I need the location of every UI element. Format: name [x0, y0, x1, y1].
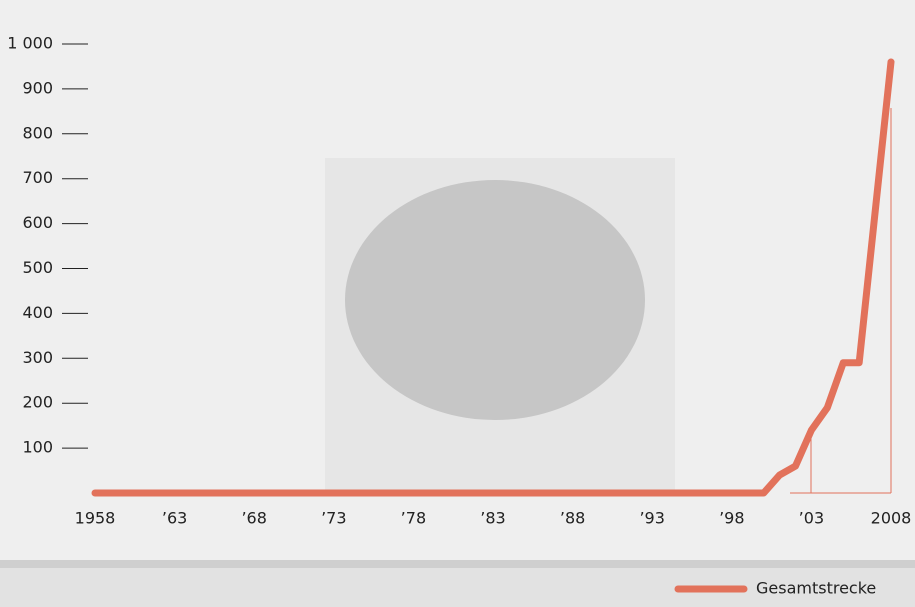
legend-label: Gesamtstrecke [756, 579, 876, 598]
x-tick-label: ’88 [560, 509, 585, 528]
y-tick-label: 300 [22, 348, 53, 367]
y-tick-label: 1 000 [7, 34, 53, 53]
y-tick-label: 400 [22, 303, 53, 322]
y-tick-label: 100 [22, 438, 53, 457]
legend-background [0, 568, 915, 607]
background-image [325, 158, 675, 493]
x-tick-label: 2008 [871, 509, 912, 528]
y-tick-label: 700 [22, 168, 53, 187]
y-tick-label: 900 [22, 78, 53, 97]
y-tick-label: 200 [22, 393, 53, 412]
x-tick-label: ’83 [480, 509, 505, 528]
line [91, 58, 895, 497]
x-tick-label: ’78 [401, 509, 426, 528]
boar-silhouette [345, 180, 645, 420]
x-tick-label: ’03 [799, 509, 824, 528]
x-tick-label: ’98 [719, 509, 744, 528]
x-tick-label: ’68 [241, 509, 266, 528]
y-tick-label: 800 [22, 123, 53, 142]
x-tick-label: ’73 [321, 509, 346, 528]
y-tick-label: 500 [22, 258, 53, 277]
y-tick-label: 600 [22, 213, 53, 232]
separator [0, 560, 915, 568]
x-tick-label: 1958 [75, 509, 116, 528]
x-tick-label: ’63 [162, 509, 187, 528]
x-tick-label: ’93 [639, 509, 664, 528]
